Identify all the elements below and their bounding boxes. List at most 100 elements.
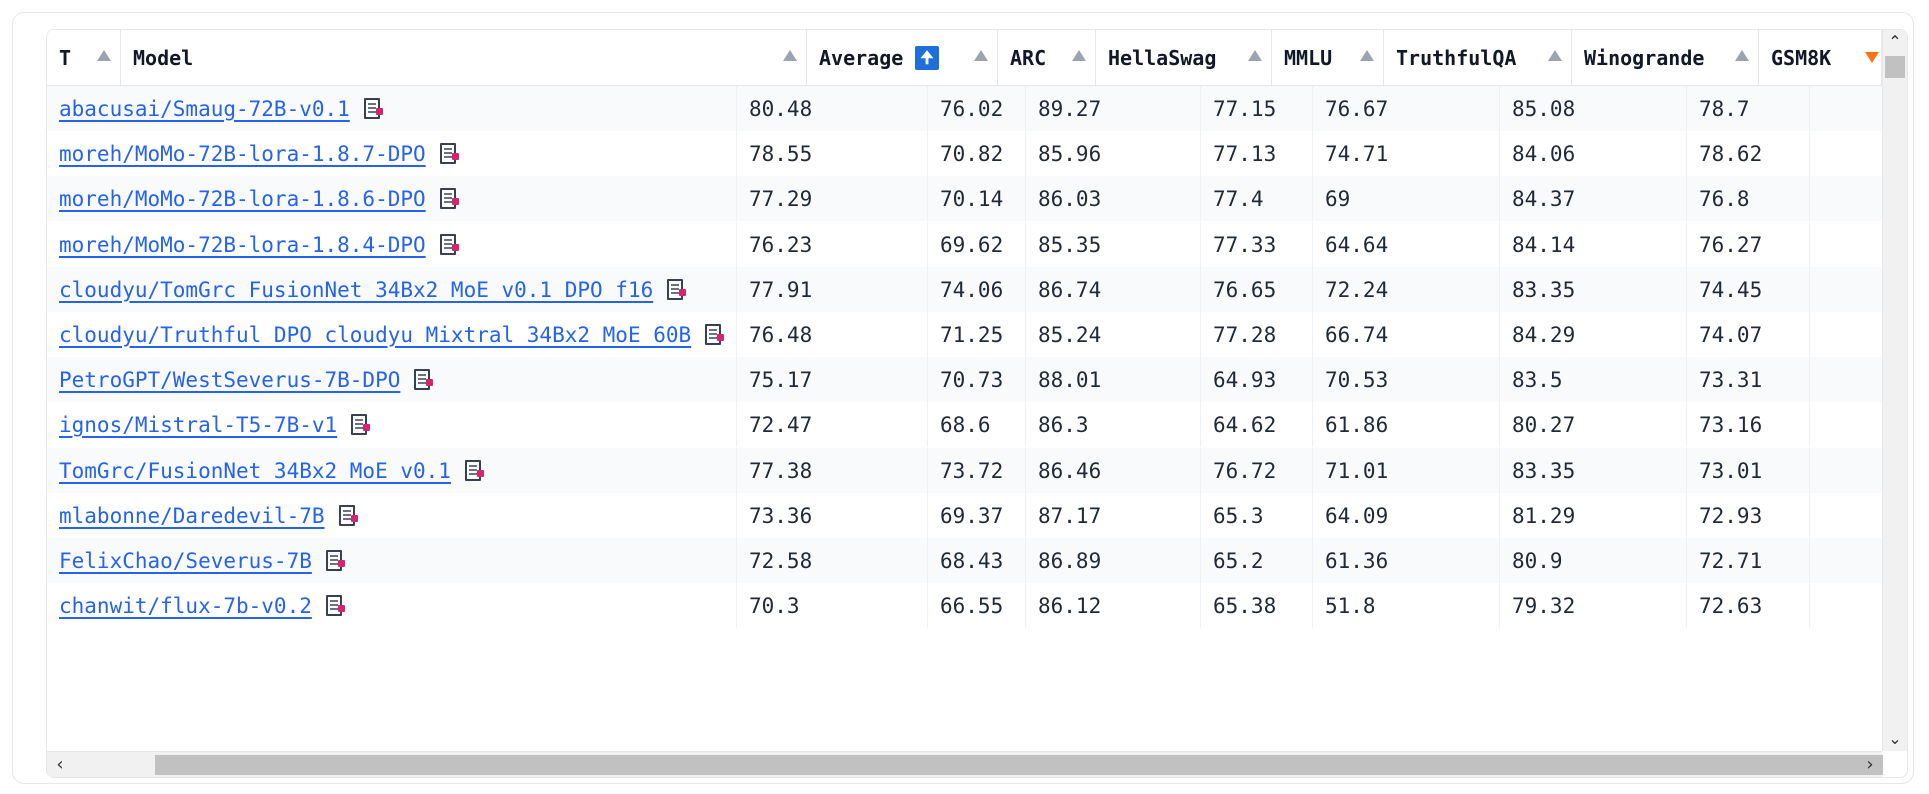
cell-mmlu: 77.28 bbox=[1201, 312, 1313, 357]
cell-average: 76.23 bbox=[737, 222, 928, 267]
sort-arrow-icon[interactable] bbox=[1735, 50, 1749, 61]
cell-value: 83.5 bbox=[1512, 367, 1563, 392]
model-link[interactable]: moreh/MoMo-72B-lora-1.8.6-DPO bbox=[59, 186, 426, 211]
model-link[interactable]: moreh/MoMo-72B-lora-1.8.7-DPO bbox=[59, 141, 426, 166]
cell-value: 74.07 bbox=[1699, 322, 1763, 347]
cell-value: 77.13 bbox=[1213, 141, 1277, 166]
column-header-average[interactable]: Average 🠉 bbox=[807, 30, 998, 85]
cell-hellaswag: 88.01 bbox=[1026, 357, 1201, 402]
cell-winogrande: 84.14 bbox=[1500, 222, 1687, 267]
cell-value: 84.29 bbox=[1512, 322, 1576, 347]
column-header-label: ARC bbox=[1010, 45, 1047, 70]
cell-average: 73.36 bbox=[737, 493, 928, 538]
model-link[interactable]: FelixChao/Severus-7B bbox=[59, 548, 312, 573]
model-card-icon[interactable] bbox=[667, 279, 687, 300]
cell-value: 73.36 bbox=[749, 503, 813, 528]
cell-winogrande: 79.32 bbox=[1500, 583, 1687, 628]
cell-mmlu: 76.65 bbox=[1201, 267, 1313, 312]
cell-gsm8k: 76.27 bbox=[1687, 222, 1810, 267]
cell-value: 84.06 bbox=[1512, 141, 1576, 166]
model-card-icon[interactable] bbox=[705, 324, 725, 345]
sort-arrow-icon[interactable] bbox=[1248, 50, 1262, 61]
vertical-scrollbar[interactable]: ⌃ ⌄ bbox=[1882, 30, 1907, 751]
cell-model: ignos/Mistral-T5-7B-v1 bbox=[47, 402, 737, 447]
column-header-mmlu[interactable]: MMLU bbox=[1272, 30, 1384, 85]
cell-value: 76.02 bbox=[940, 96, 1004, 121]
model-link[interactable]: ignos/Mistral-T5-7B-v1 bbox=[59, 412, 338, 437]
sort-direction-badge-icon[interactable]: 🠉 bbox=[915, 46, 939, 70]
chevron-down-icon[interactable]: ⌄ bbox=[1888, 729, 1902, 748]
column-header-winogrande[interactable]: Winogrande bbox=[1572, 30, 1759, 85]
cell-average: 77.38 bbox=[737, 448, 928, 493]
cell-hellaswag: 85.24 bbox=[1026, 312, 1201, 357]
sort-arrow-icon[interactable] bbox=[1548, 50, 1562, 61]
model-link[interactable]: chanwit/flux-7b-v0.2 bbox=[59, 593, 312, 618]
column-header-arc[interactable]: ARC bbox=[998, 30, 1096, 85]
cell-average: 72.47 bbox=[737, 402, 928, 447]
cell-average: 77.29 bbox=[737, 176, 928, 221]
column-header-label: HellaSwag bbox=[1108, 45, 1217, 70]
cell-value: 86.74 bbox=[1038, 277, 1102, 302]
cell-value: 77.29 bbox=[749, 186, 813, 211]
column-header-truthfulqa[interactable]: TruthfulQA bbox=[1384, 30, 1572, 85]
model-link[interactable]: mlabonne/Daredevil-7B bbox=[59, 503, 325, 528]
column-header-model[interactable]: Model bbox=[121, 30, 807, 85]
column-header-hellaswag[interactable]: HellaSwag bbox=[1096, 30, 1272, 85]
column-header-t[interactable]: T bbox=[47, 30, 121, 85]
cell-average: 80.48 bbox=[737, 86, 928, 131]
cell-winogrande: 81.29 bbox=[1500, 493, 1687, 538]
sort-arrow-icon[interactable] bbox=[1072, 50, 1086, 61]
chevron-right-icon[interactable]: › bbox=[1866, 754, 1874, 775]
cell-truthfulqa: 61.36 bbox=[1313, 538, 1500, 583]
model-link[interactable]: cloudyu/TomGrc_FusionNet_34Bx2_MoE_v0.1_… bbox=[59, 277, 654, 302]
model-card-icon[interactable] bbox=[338, 505, 358, 526]
model-link[interactable]: PetroGPT/WestSeverus-7B-DPO bbox=[59, 367, 401, 392]
vertical-scroll-thumb[interactable] bbox=[1885, 56, 1905, 78]
chevron-left-icon[interactable]: ‹ bbox=[56, 754, 64, 775]
cell-value: 72.63 bbox=[1699, 593, 1763, 618]
cell-value: 76.27 bbox=[1699, 232, 1763, 257]
sort-arrow-icon[interactable] bbox=[1360, 50, 1374, 61]
cell-value: 78.7 bbox=[1699, 96, 1750, 121]
cell-average: 77.91 bbox=[737, 267, 928, 312]
model-card-icon[interactable] bbox=[464, 460, 484, 481]
cell-truthfulqa: 74.71 bbox=[1313, 131, 1500, 176]
sort-arrow-icon[interactable] bbox=[974, 50, 988, 61]
cell-value: 73.16 bbox=[1699, 412, 1763, 437]
sort-arrow-icon[interactable] bbox=[97, 50, 111, 61]
leaderboard-table: T Model Average 🠉 ARC HellaSwag MMLU TruthfulQA… bbox=[46, 29, 1908, 778]
model-link[interactable]: moreh/MoMo-72B-lora-1.8.4-DPO bbox=[59, 232, 426, 257]
model-card-icon[interactable] bbox=[439, 188, 459, 209]
cell-model: chanwit/flux-7b-v0.2 bbox=[47, 583, 737, 628]
cell-average: 70.3 bbox=[737, 583, 928, 628]
chevron-up-icon[interactable]: ⌃ bbox=[1888, 32, 1902, 51]
table-row: ignos/Mistral-T5-7B-v1 72.47 68.6 86.3 64.62… bbox=[47, 402, 1882, 447]
cell-hellaswag: 85.35 bbox=[1026, 222, 1201, 267]
cell-value: 76.65 bbox=[1213, 277, 1277, 302]
cell-value: 73.72 bbox=[940, 458, 1004, 483]
cell-mmlu: 77.33 bbox=[1201, 222, 1313, 267]
cell-value: 51.8 bbox=[1325, 593, 1376, 618]
sort-descending-icon[interactable] bbox=[1865, 52, 1879, 63]
column-header-gsm8k[interactable]: GSM8K bbox=[1759, 30, 1882, 85]
model-card-icon[interactable] bbox=[439, 143, 459, 164]
sort-arrow-icon[interactable] bbox=[783, 50, 797, 61]
table-row: abacusai/Smaug-72B-v0.1 80.48 76.02 89.27 77… bbox=[47, 86, 1882, 131]
model-card-icon[interactable] bbox=[414, 369, 434, 390]
model-link[interactable]: cloudyu/Truthful_DPO_cloudyu_Mixtral_34B… bbox=[59, 322, 692, 347]
model-card-icon[interactable] bbox=[439, 234, 459, 255]
cell-value: 69.62 bbox=[940, 232, 1004, 257]
model-link[interactable]: abacusai/Smaug-72B-v0.1 bbox=[59, 96, 350, 121]
model-card-icon[interactable] bbox=[325, 550, 345, 571]
horizontal-scrollbar[interactable]: ‹ › bbox=[47, 751, 1883, 777]
model-card-icon[interactable] bbox=[363, 98, 383, 119]
cell-value: 81.29 bbox=[1512, 503, 1576, 528]
model-link[interactable]: TomGrc/FusionNet_34Bx2_MoE_v0.1 bbox=[59, 458, 451, 483]
cell-model: cloudyu/TomGrc_FusionNet_34Bx2_MoE_v0.1_… bbox=[47, 267, 737, 312]
model-card-icon[interactable] bbox=[325, 595, 345, 616]
cell-value: 64.09 bbox=[1325, 503, 1389, 528]
model-card-icon[interactable] bbox=[351, 414, 371, 435]
cell-value: 68.43 bbox=[940, 548, 1004, 573]
horizontal-scroll-thumb[interactable] bbox=[155, 755, 1883, 775]
cell-value: 65.2 bbox=[1213, 548, 1264, 573]
